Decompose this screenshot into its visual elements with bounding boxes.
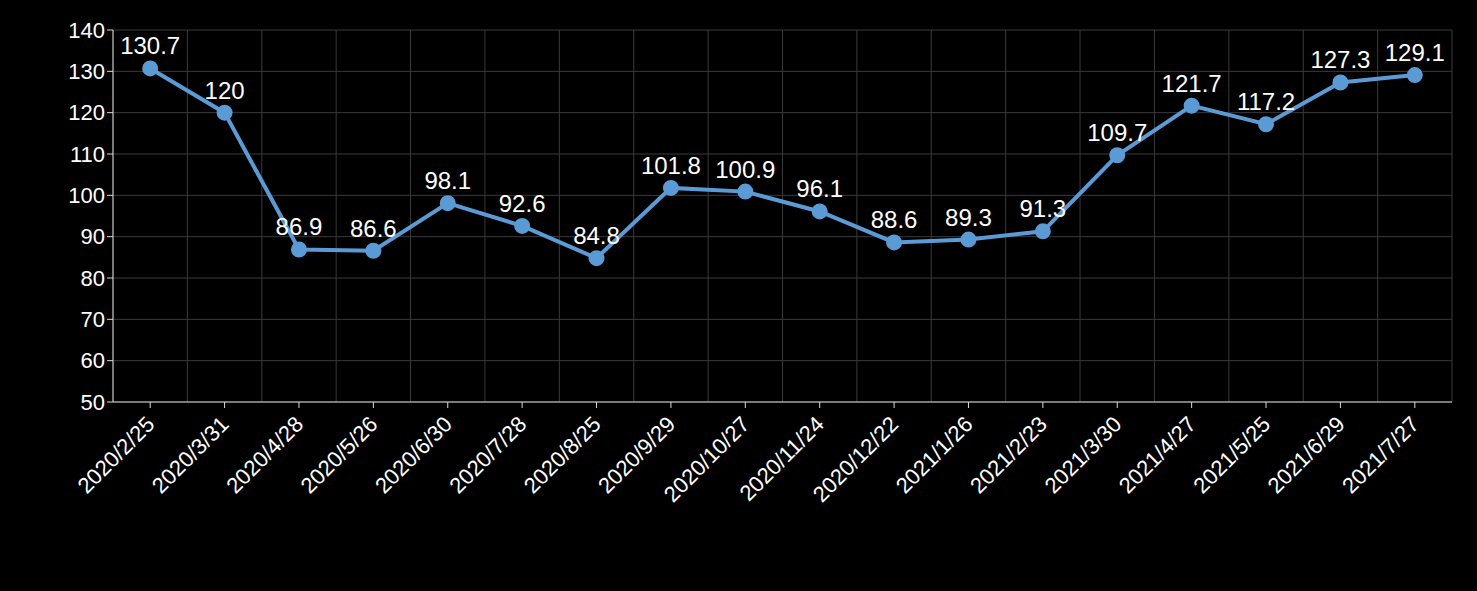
svg-text:2020/10/27: 2020/10/27 (659, 411, 755, 508)
svg-text:100: 100 (68, 183, 105, 208)
svg-text:140: 140 (68, 18, 105, 43)
svg-text:120: 120 (205, 77, 245, 104)
svg-text:110: 110 (70, 142, 105, 167)
svg-text:2020/3/31: 2020/3/31 (147, 412, 234, 499)
svg-text:88.6: 88.6 (871, 206, 918, 233)
svg-text:2021/3/30: 2021/3/30 (1040, 412, 1127, 499)
svg-text:80: 80 (81, 266, 105, 291)
svg-text:2021/7/27: 2021/7/27 (1337, 412, 1424, 499)
svg-text:2020/7/28: 2020/7/28 (444, 412, 531, 499)
svg-text:117.2: 117.2 (1237, 88, 1295, 115)
svg-text:2020/2/25: 2020/2/25 (73, 412, 160, 499)
svg-text:2020/5/26: 2020/5/26 (296, 412, 383, 499)
svg-text:121.7: 121.7 (1162, 70, 1222, 97)
svg-text:2021/5/25: 2021/5/25 (1188, 412, 1275, 499)
svg-text:2021/4/27: 2021/4/27 (1114, 412, 1201, 499)
svg-text:70: 70 (81, 307, 105, 332)
svg-text:92.6: 92.6 (499, 190, 546, 217)
svg-text:2021/2/23: 2021/2/23 (965, 412, 1052, 499)
svg-text:86.6: 86.6 (350, 215, 397, 242)
svg-text:101.8: 101.8 (641, 152, 701, 179)
svg-text:130: 130 (68, 59, 105, 84)
svg-text:89.3: 89.3 (945, 204, 992, 231)
svg-text:91.3: 91.3 (1020, 195, 1067, 222)
svg-text:100.9: 100.9 (715, 156, 775, 183)
svg-text:109.7: 109.7 (1087, 119, 1147, 146)
svg-text:86.9: 86.9 (276, 213, 323, 240)
svg-text:127.3: 127.3 (1310, 46, 1370, 73)
svg-text:130.7: 130.7 (120, 32, 180, 59)
svg-text:2020/6/30: 2020/6/30 (370, 412, 457, 499)
svg-text:2020/8/25: 2020/8/25 (519, 412, 606, 499)
svg-text:120: 120 (68, 100, 105, 125)
svg-text:2020/4/28: 2020/4/28 (221, 412, 308, 499)
svg-text:2020/12/22: 2020/12/22 (808, 412, 904, 508)
svg-text:96.1: 96.1 (796, 175, 843, 202)
svg-text:129.1: 129.1 (1385, 39, 1445, 66)
svg-text:2020/11/24: 2020/11/24 (734, 411, 829, 506)
svg-text:2021/1/26: 2021/1/26 (891, 412, 978, 499)
svg-text:50: 50 (81, 390, 105, 415)
svg-text:2020/9/29: 2020/9/29 (593, 411, 681, 499)
svg-text:90: 90 (81, 224, 105, 249)
svg-text:2021/6/29: 2021/6/29 (1263, 412, 1350, 499)
svg-text:84.8: 84.8 (573, 222, 620, 249)
svg-text:98.1: 98.1 (424, 167, 471, 194)
svg-text:60: 60 (81, 348, 105, 373)
